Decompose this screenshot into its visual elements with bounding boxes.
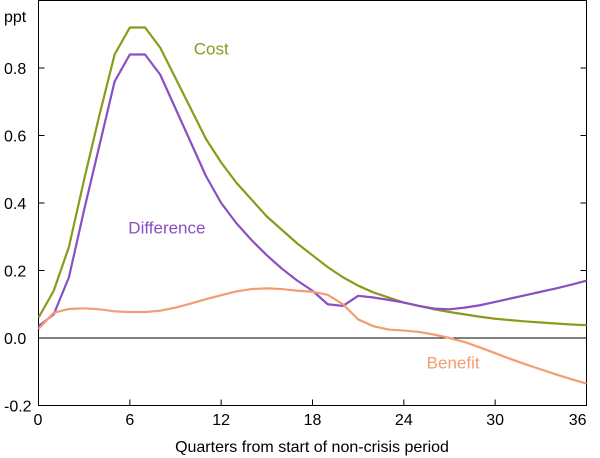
series-line-cost [37, 26, 587, 327]
x-axis-title: Quarters from start of non-crisis period [175, 439, 449, 456]
x-tick-label: 12 [212, 412, 230, 429]
series-label-benefit: Benefit [427, 353, 480, 372]
series-label-difference: Difference [128, 218, 205, 237]
y-tick-label: 0.6 [4, 129, 26, 146]
y-tick-label: -0.2 [4, 399, 32, 416]
y-tick-label: 0.4 [4, 196, 26, 213]
y-tick-label: 0.0 [4, 331, 26, 348]
series-label-cost: Cost [194, 40, 229, 59]
y-tick-label: 0.2 [4, 264, 26, 281]
x-tick-label: 24 [395, 412, 413, 429]
y-axis-unit-label: ppt [4, 9, 27, 26]
x-tick-label: 30 [486, 412, 504, 429]
y-axis-ticks: -0.2 0.0 0.2 0.4 0.6 0.8 [4, 61, 587, 416]
series-layer: Cost Difference Benefit [37, 26, 587, 385]
plot-frame [38, 0, 587, 406]
x-tick-label: 0 [34, 412, 43, 429]
x-tick-label: 36 [569, 412, 587, 429]
x-axis-ticks: 0 6 12 18 24 30 36 [34, 399, 587, 429]
series-line-difference [37, 53, 587, 328]
y-tick-label: 0.8 [4, 61, 26, 78]
x-tick-label: 18 [304, 412, 322, 429]
series-line-benefit [37, 287, 587, 385]
x-tick-label: 6 [125, 412, 134, 429]
